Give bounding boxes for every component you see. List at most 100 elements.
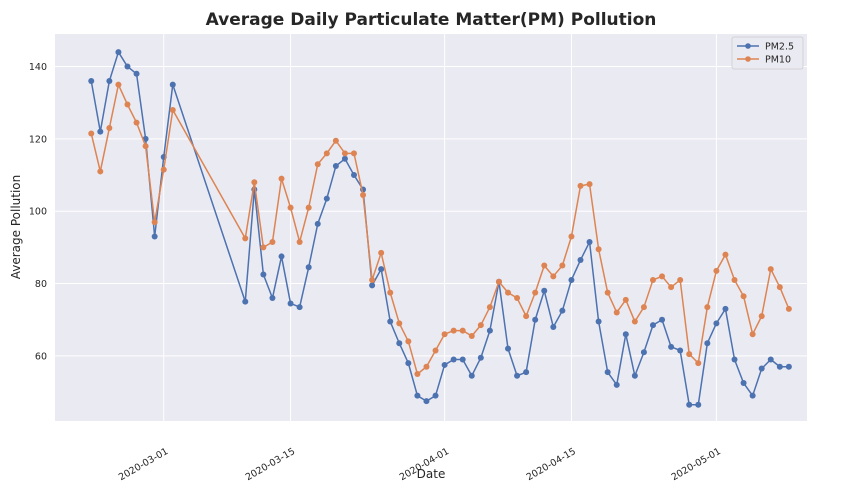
line-segment-pm25	[579, 241, 591, 261]
line-segment-pm10	[588, 183, 600, 250]
data-point-pm10	[659, 273, 666, 280]
series-group	[88, 49, 792, 408]
data-point-pm10	[695, 360, 702, 367]
line-segment-pm25	[298, 266, 310, 308]
line-segment-pm25	[162, 83, 174, 158]
line-segment-pm10	[724, 253, 736, 281]
data-point-pm10	[459, 327, 466, 334]
data-point-pm25	[423, 398, 430, 405]
series-pm25	[88, 49, 792, 408]
data-point-pm25	[468, 372, 475, 379]
line-segment-pm10	[153, 168, 165, 223]
data-point-pm10	[668, 284, 675, 291]
line-segment-pm10	[534, 264, 546, 294]
line-segment-pm10	[380, 252, 391, 294]
line-segment-pm10	[253, 181, 265, 249]
data-point-pm25	[477, 354, 484, 361]
data-point-pm10	[396, 320, 403, 327]
data-point-pm25	[758, 365, 765, 372]
data-point-pm25	[314, 220, 321, 227]
data-point-pm10	[704, 304, 711, 311]
data-point-pm25	[722, 305, 729, 312]
data-point-pm10	[423, 363, 430, 370]
data-point-pm10	[604, 289, 611, 296]
data-point-pm25	[260, 271, 267, 278]
data-point-pm10	[142, 143, 149, 150]
data-point-pm25	[151, 233, 158, 240]
line-segment-pm10	[280, 177, 292, 209]
data-point-pm25	[88, 78, 95, 85]
line-segment-pm10	[425, 349, 437, 368]
data-point-pm10	[369, 276, 376, 283]
grid	[55, 34, 807, 421]
data-point-pm10	[88, 130, 95, 137]
data-point-pm10	[631, 318, 638, 325]
data-point-pm25	[767, 356, 774, 363]
line-segment-pm10	[172, 109, 247, 240]
line-segment-pm10	[480, 306, 491, 326]
series-pm10	[88, 81, 792, 377]
line-segment-pm10	[108, 83, 120, 129]
data-point-pm25	[332, 163, 339, 170]
data-point-pm25	[396, 340, 403, 347]
line-segment-pm10	[561, 235, 573, 267]
line-segment-pm25	[262, 273, 274, 299]
data-point-pm10	[450, 327, 457, 334]
data-point-pm25	[378, 266, 385, 273]
line-segment-pm10	[597, 248, 609, 294]
line-segment-pm10	[742, 295, 754, 335]
line-segment-pm25	[99, 80, 111, 133]
line-segment-pm25	[344, 158, 355, 176]
data-point-pm25	[785, 363, 792, 370]
line-segment-pm10	[135, 121, 147, 147]
y-tick-label: 100	[29, 207, 47, 218]
data-point-pm10	[414, 370, 421, 377]
line-segment-pm10	[126, 103, 138, 124]
data-point-pm25	[550, 323, 557, 330]
data-point-pm25	[659, 316, 666, 323]
line-segment-pm25	[498, 281, 509, 350]
y-tick-label: 60	[35, 351, 47, 362]
line-segment-pm10	[643, 279, 654, 308]
y-axis-label: Average Pollution	[9, 175, 23, 280]
line-segment-pm25	[552, 309, 564, 328]
data-point-pm10	[278, 175, 285, 182]
data-point-pm25	[278, 253, 285, 260]
line-segment-pm10	[90, 132, 102, 173]
y-tick-label: 140	[29, 62, 47, 73]
line-segment-pm10	[525, 291, 536, 317]
data-point-pm10	[251, 179, 258, 186]
data-point-pm25	[568, 276, 575, 283]
legend-label-pm25: PM2.5	[765, 42, 794, 53]
data-point-pm25	[369, 282, 376, 289]
data-point-pm10	[495, 278, 502, 285]
line-segment-pm25	[597, 320, 609, 373]
data-point-pm10	[758, 313, 765, 320]
legend: PM2.5 PM10	[731, 36, 804, 70]
data-point-pm25	[350, 172, 357, 179]
line-segment-pm25	[507, 347, 518, 377]
data-point-pm10	[640, 304, 647, 311]
line-segment-pm25	[316, 197, 328, 225]
data-point-pm25	[133, 70, 140, 77]
line-segment-pm10	[697, 306, 709, 364]
data-point-pm25	[532, 316, 539, 323]
data-point-pm10	[314, 161, 321, 168]
data-point-pm25	[613, 381, 620, 388]
data-point-pm25	[287, 300, 294, 307]
line-segment-pm10	[760, 268, 772, 317]
legend-marker-pm10	[745, 56, 751, 62]
x-tick-label: 2020-04-15	[525, 446, 578, 483]
data-point-pm10	[387, 289, 394, 296]
x-axis-label: Date	[417, 467, 446, 481]
data-point-pm25	[622, 331, 629, 338]
data-point-pm25	[559, 307, 566, 314]
line-segment-pm10	[625, 299, 636, 323]
data-point-pm25	[459, 356, 466, 363]
data-point-pm25	[595, 318, 602, 325]
line-segment-pm10	[706, 270, 718, 308]
data-point-pm25	[115, 49, 122, 56]
line-segment-pm25	[371, 268, 382, 287]
y-tick-label: 120	[29, 134, 47, 145]
line-segment-pm25	[489, 281, 500, 332]
